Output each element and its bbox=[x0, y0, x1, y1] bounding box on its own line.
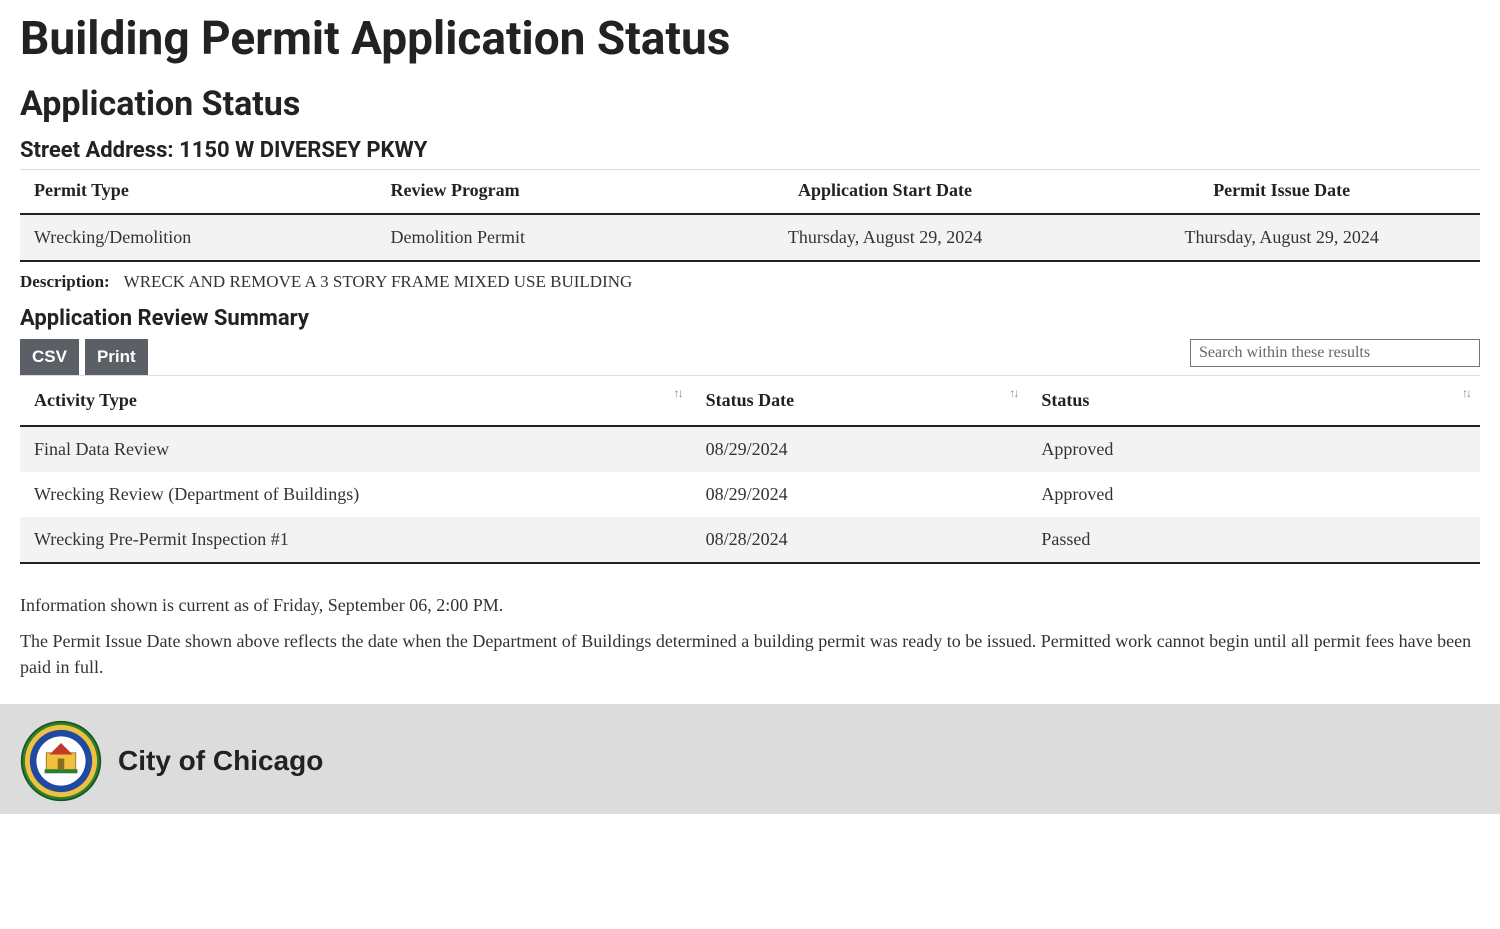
cell-status: Approved bbox=[1027, 426, 1480, 472]
search-input[interactable] bbox=[1190, 339, 1480, 367]
cell-activity: Wrecking Review (Department of Buildings… bbox=[20, 472, 692, 517]
cell-permit-type: Wrecking/Demolition bbox=[20, 214, 350, 261]
review-tbody: Final Data Review 08/29/2024 Approved Wr… bbox=[20, 426, 1480, 563]
street-address-line: Street Address: 1150 W DIVERSEY PKWY bbox=[20, 138, 1480, 163]
address-label: Street Address: bbox=[20, 138, 174, 163]
col-status[interactable]: Status ↑↓ bbox=[1027, 376, 1480, 426]
col-status-label: Status bbox=[1041, 390, 1089, 410]
col-permit-type: Permit Type bbox=[20, 170, 350, 215]
col-activity-type[interactable]: Activity Type ↑↓ bbox=[20, 376, 692, 426]
col-activity-label: Activity Type bbox=[34, 390, 137, 410]
city-seal-icon bbox=[20, 720, 102, 802]
print-button[interactable]: Print bbox=[85, 339, 148, 375]
sort-icon: ↑↓ bbox=[1462, 386, 1470, 400]
review-header-row: Activity Type ↑↓ Status Date ↑↓ Status ↑… bbox=[20, 376, 1480, 426]
table-row: Wrecking Pre-Permit Inspection #1 08/28/… bbox=[20, 517, 1480, 563]
col-status-date[interactable]: Status Date ↑↓ bbox=[692, 376, 1028, 426]
cell-status-date: 08/29/2024 bbox=[692, 426, 1028, 472]
col-issue-date: Permit Issue Date bbox=[1083, 170, 1480, 215]
sort-icon: ↑↓ bbox=[674, 386, 682, 400]
col-review-program: Review Program bbox=[350, 170, 686, 215]
table-row: Final Data Review 08/29/2024 Approved bbox=[20, 426, 1480, 472]
review-table: Activity Type ↑↓ Status Date ↑↓ Status ↑… bbox=[20, 376, 1480, 564]
footnote-issue-date-info: The Permit Issue Date shown above reflec… bbox=[20, 628, 1480, 680]
section-title: Application Status bbox=[20, 84, 1480, 124]
page-title: Building Permit Application Status bbox=[20, 12, 1480, 66]
page-footer: City of Chicago bbox=[0, 704, 1500, 814]
table-row: Wrecking Review (Department of Buildings… bbox=[20, 472, 1480, 517]
footnote-current-as-of: Information shown is current as of Frida… bbox=[20, 592, 1480, 618]
cell-status: Approved bbox=[1027, 472, 1480, 517]
cell-status-date: 08/29/2024 bbox=[692, 472, 1028, 517]
col-status-date-label: Status Date bbox=[706, 390, 795, 410]
description-value: WRECK AND REMOVE A 3 STORY FRAME MIXED U… bbox=[124, 272, 633, 291]
cell-app-start: Thursday, August 29, 2024 bbox=[687, 214, 1084, 261]
csv-button[interactable]: CSV bbox=[20, 339, 79, 375]
cell-activity: Wrecking Pre-Permit Inspection #1 bbox=[20, 517, 692, 563]
review-summary-title: Application Review Summary bbox=[20, 306, 1480, 331]
description-row: Description: WRECK AND REMOVE A 3 STORY … bbox=[20, 272, 1480, 292]
address-value: 1150 W DIVERSEY PKWY bbox=[179, 138, 427, 163]
description-label: Description: bbox=[20, 272, 110, 291]
footer-city-name: City of Chicago bbox=[118, 745, 323, 777]
cell-issue-date: Thursday, August 29, 2024 bbox=[1083, 214, 1480, 261]
sort-icon: ↑↓ bbox=[1009, 386, 1017, 400]
col-app-start: Application Start Date bbox=[687, 170, 1084, 215]
cell-activity: Final Data Review bbox=[20, 426, 692, 472]
cell-status-date: 08/28/2024 bbox=[692, 517, 1028, 563]
permit-summary-table: Permit Type Review Program Application S… bbox=[20, 169, 1480, 262]
review-toolbar: CSV Print bbox=[20, 339, 1480, 376]
permit-data-row: Wrecking/Demolition Demolition Permit Th… bbox=[20, 214, 1480, 261]
permit-header-row: Permit Type Review Program Application S… bbox=[20, 170, 1480, 215]
cell-status: Passed bbox=[1027, 517, 1480, 563]
cell-review-program: Demolition Permit bbox=[350, 214, 686, 261]
